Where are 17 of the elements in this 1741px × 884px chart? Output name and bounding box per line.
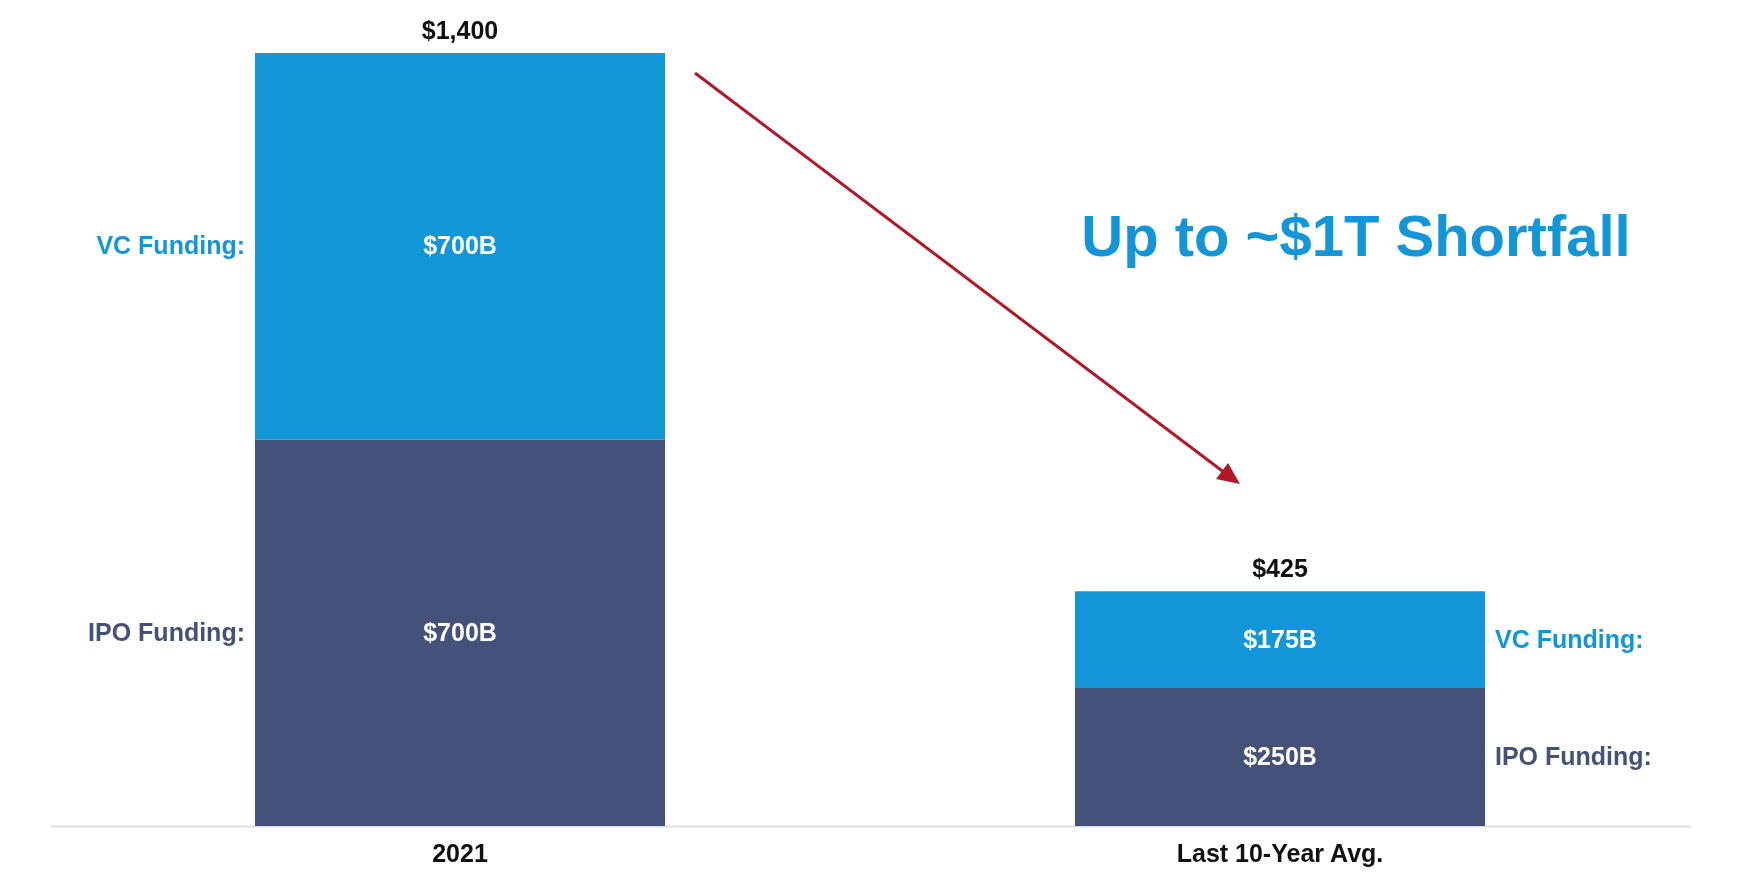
total-label: $425 bbox=[1252, 554, 1308, 583]
bar bbox=[1075, 591, 1485, 688]
data-label: $175B bbox=[1243, 624, 1317, 653]
bar bbox=[255, 53, 665, 440]
text: VC Funding: bbox=[1495, 624, 1644, 653]
text: IPO Funding: bbox=[1495, 741, 1652, 770]
data-label: $700B bbox=[423, 617, 497, 646]
total-label: $1,400 bbox=[421, 16, 499, 44]
series-label: IPO Funding: bbox=[88, 617, 245, 646]
bar bbox=[255, 439, 665, 826]
data-label: $700B bbox=[423, 231, 497, 260]
annotation: Up to ~$1T Shortfall bbox=[1081, 203, 1631, 268]
data-label: $250B bbox=[1243, 741, 1317, 770]
x-tick-label: Last 10-Year Avg. bbox=[1176, 839, 1384, 867]
series-label: VC Funding: bbox=[96, 231, 245, 260]
bar bbox=[1075, 687, 1485, 826]
x-tick-label: 2021 bbox=[432, 839, 488, 867]
